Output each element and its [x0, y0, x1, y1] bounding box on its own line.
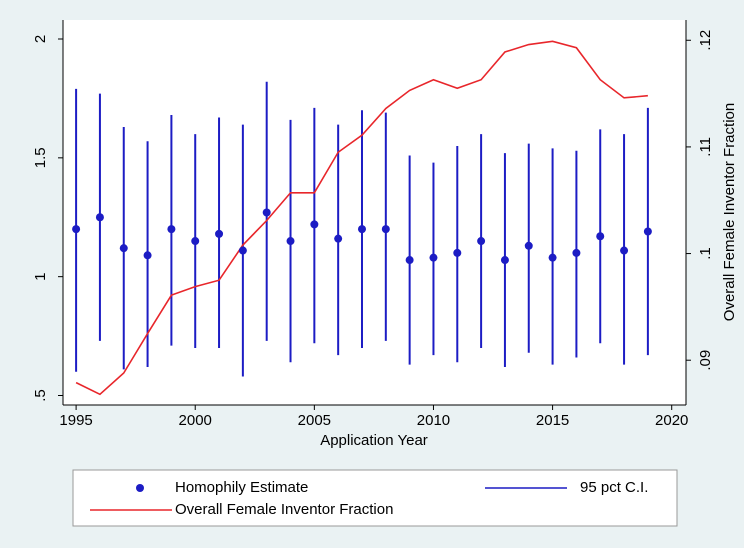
- y-tick-label: 1.5: [32, 147, 49, 168]
- x-tick-label: 2010: [417, 412, 450, 429]
- x-tick-label: 2005: [298, 412, 331, 429]
- estimate-point: [167, 225, 176, 234]
- estimate-point: [572, 248, 581, 257]
- x-tick-label: 2000: [179, 412, 212, 429]
- y-tick-label: .5: [32, 389, 49, 402]
- estimate-point: [143, 251, 152, 260]
- estimate-point: [548, 253, 557, 262]
- estimate-point: [381, 225, 390, 234]
- estimate-point: [429, 253, 438, 262]
- y2-tick-label: .11: [697, 137, 714, 157]
- x-axis-title: Application Year: [320, 432, 428, 449]
- legend: [72, 469, 678, 527]
- y2-axis-title: Overall Female Inventor Fraction: [721, 103, 738, 321]
- legend-label: 95 pct C.I.: [580, 479, 648, 496]
- legend-label: Homophily Estimate: [175, 479, 308, 496]
- estimate-point: [524, 241, 533, 250]
- estimate-point: [357, 225, 366, 234]
- x-tick-label: 1995: [59, 412, 92, 429]
- estimate-point: [238, 246, 247, 255]
- estimate-point: [596, 232, 605, 241]
- estimate-point: [477, 237, 486, 246]
- x-tick-label: 2020: [655, 412, 688, 429]
- estimate-point: [95, 213, 104, 222]
- estimate-point: [453, 248, 462, 257]
- estimate-point: [191, 237, 200, 246]
- estimate-point: [72, 225, 81, 234]
- estimate-point: [262, 208, 271, 217]
- legend-marker: [136, 484, 144, 492]
- estimate-point: [643, 227, 652, 236]
- estimate-point: [500, 256, 509, 265]
- estimate-point: [405, 256, 414, 265]
- estimate-point: [310, 220, 319, 229]
- y2-tick-label: .12: [697, 30, 714, 51]
- estimate-point: [286, 237, 295, 246]
- y-tick-label: 1: [32, 272, 49, 280]
- x-tick-label: 2015: [536, 412, 569, 429]
- y2-tick-label: .1: [697, 247, 714, 260]
- fraction-line: [75, 40, 648, 396]
- y2-tick-label: .09: [697, 350, 714, 371]
- estimate-point: [215, 229, 224, 238]
- y-tick-label: 2: [32, 35, 49, 43]
- legend-label: Overall Female Inventor Fraction: [175, 501, 393, 518]
- plot-area: [63, 20, 686, 405]
- estimate-point: [334, 234, 343, 243]
- estimate-point: [620, 246, 629, 255]
- estimate-point: [119, 244, 128, 253]
